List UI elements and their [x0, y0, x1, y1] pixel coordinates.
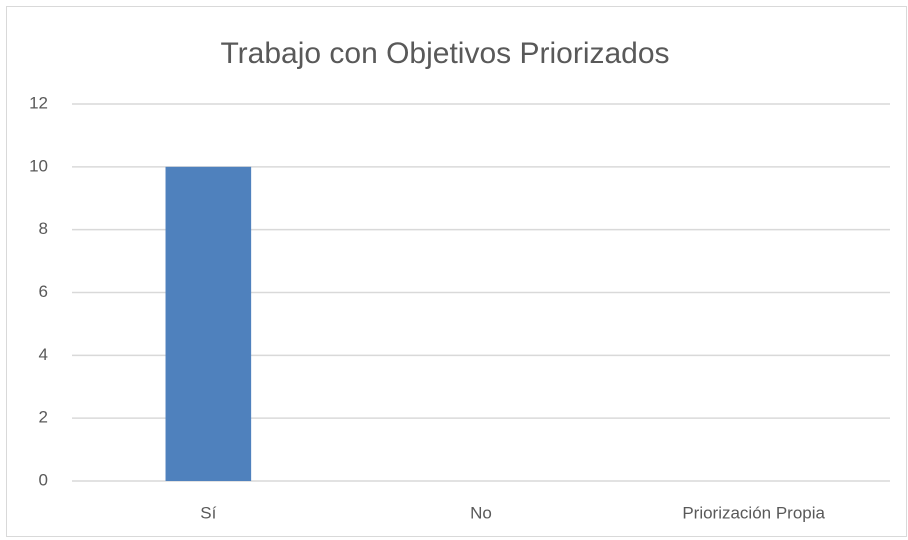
- y-tick-label: 6: [39, 282, 48, 301]
- x-tick-label: Sí: [200, 503, 216, 522]
- y-tick-label: 0: [39, 470, 48, 489]
- chart-title: Trabajo con Objetivos Priorizados: [220, 37, 669, 70]
- chart-border: [6, 6, 907, 537]
- x-tick-label: No: [470, 503, 492, 522]
- y-tick-label: 2: [39, 408, 48, 427]
- x-tick-label: Priorización Propia: [682, 503, 825, 522]
- y-tick-label: 12: [29, 93, 48, 112]
- y-tick-label: 10: [29, 156, 48, 175]
- bar: [165, 166, 252, 482]
- y-tick-label: 4: [39, 345, 48, 364]
- y-tick-label: 8: [39, 219, 48, 238]
